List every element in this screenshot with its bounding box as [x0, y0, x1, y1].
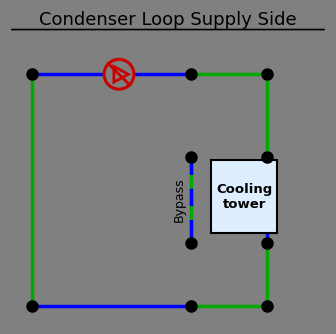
Circle shape: [104, 59, 134, 89]
FancyBboxPatch shape: [211, 160, 277, 233]
Text: Cooling
tower: Cooling tower: [216, 183, 272, 211]
Text: Bypass: Bypass: [173, 178, 186, 222]
Text: Condenser Loop Supply Side: Condenser Loop Supply Side: [39, 11, 297, 29]
